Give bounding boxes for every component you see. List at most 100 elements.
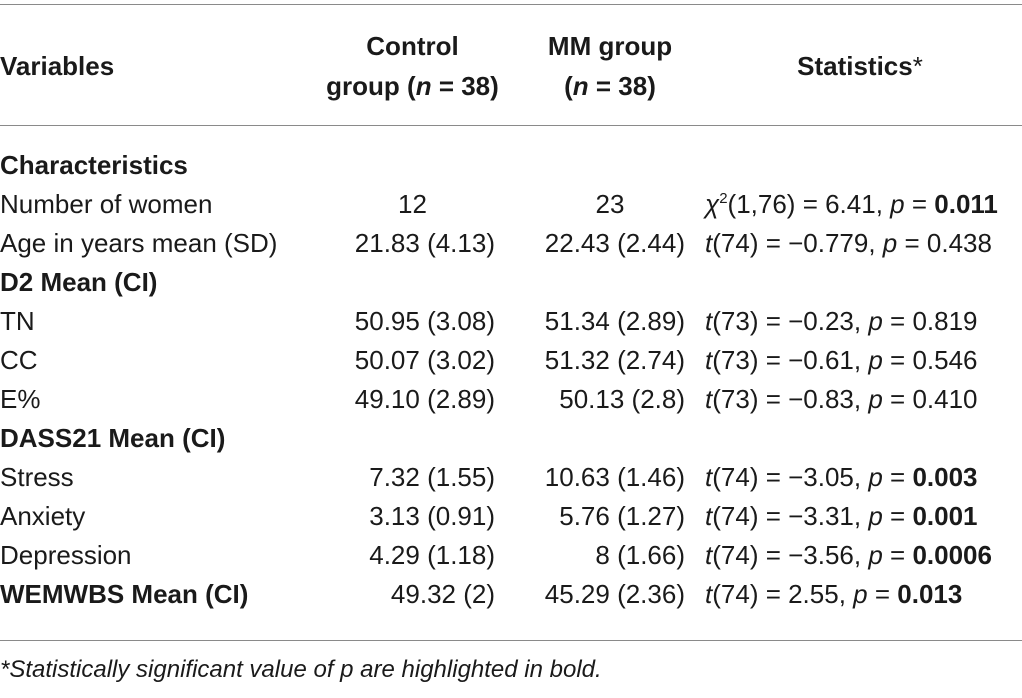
- statistics-value: t(74) = −0.779, p = 0.438: [705, 224, 992, 263]
- row-label: TN: [0, 306, 35, 336]
- mm-value: 8 (1.66): [595, 540, 685, 570]
- table-top-rule: [0, 4, 1022, 5]
- stat-text: (74) = −0.779,: [712, 228, 883, 258]
- p-symbol: p: [868, 540, 883, 570]
- stat-text: (1,76) = 6.41,: [727, 189, 891, 219]
- table-row: E% 49.10 (2.89) 50.13 (2.8) t(73) = −0.83, …: [0, 380, 1022, 419]
- table-body: Characteristics Number of women 12 23 χ2(1,7…: [0, 146, 1022, 614]
- p-value: 0.410: [912, 384, 978, 414]
- control-value: 7.32 (1.55): [369, 462, 495, 492]
- row-label: E%: [0, 384, 41, 414]
- stat-symbol: t: [705, 501, 713, 531]
- section-row: D2 Mean (CI): [0, 263, 1022, 302]
- row-label: Number of women: [0, 189, 213, 219]
- table-row: Age in years mean (SD) 21.83 (4.13) 22.43 …: [0, 224, 1022, 263]
- p-symbol: p: [882, 228, 898, 258]
- p-value: 0.003: [912, 462, 978, 492]
- p-equals: =: [882, 345, 913, 375]
- table-row: TN 50.95 (3.08) 51.34 (2.89) t(73) = −0.23,…: [0, 302, 1022, 341]
- stat-text: (74) = 2.55,: [712, 579, 854, 609]
- stat-symbol: χ: [705, 189, 720, 219]
- p-symbol: p: [868, 501, 883, 531]
- p-equals: =: [882, 462, 913, 492]
- stat-symbol: t: [705, 306, 713, 336]
- p-equals: =: [882, 306, 913, 336]
- statistics-value: t(74) = −3.05, p = 0.003: [705, 458, 978, 497]
- mm-value: 50.13 (2.8): [559, 384, 685, 414]
- stat-superscript: 2: [719, 190, 728, 207]
- stat-text: (73) = −0.83,: [712, 384, 869, 414]
- control-value: 49.32 (2): [390, 579, 495, 609]
- stat-symbol: t: [705, 579, 713, 609]
- stat-text: (73) = −0.23,: [712, 306, 869, 336]
- table-row: Number of women 12 23 χ2(1,76) = 6.41, p = …: [0, 185, 1022, 224]
- statistics-value: t(73) = −0.83, p = 0.410: [705, 380, 978, 419]
- section-label: DASS21 Mean (CI): [0, 423, 226, 453]
- p-value: 0.438: [926, 228, 992, 258]
- stat-symbol: t: [705, 462, 713, 492]
- p-equals: =: [867, 579, 898, 609]
- header-mm-group: MM group (n = 38): [547, 31, 673, 101]
- p-symbol: p: [868, 306, 883, 336]
- mm-value: 23: [595, 189, 625, 219]
- control-value: 50.07 (3.02): [354, 345, 495, 375]
- p-symbol: p: [868, 384, 883, 414]
- table-row: CC 50.07 (3.02) 51.32 (2.74) t(73) = −0.61,…: [0, 341, 1022, 380]
- control-value: 50.95 (3.08): [354, 306, 495, 336]
- mm-value: 51.32 (2.74): [544, 345, 685, 375]
- p-equals: =: [904, 189, 935, 219]
- p-value: 0.011: [934, 189, 998, 219]
- section-row: DASS21 Mean (CI): [0, 419, 1022, 458]
- control-value: 21.83 (4.13): [354, 228, 495, 258]
- header-control-group: Control group (n = 38): [326, 31, 499, 101]
- mm-value: 45.29 (2.36): [544, 579, 685, 609]
- p-equals: =: [897, 228, 927, 258]
- p-equals: =: [882, 501, 913, 531]
- mm-value: 22.43 (2.44): [544, 228, 685, 258]
- stat-symbol: t: [705, 384, 713, 414]
- stat-symbol: t: [705, 228, 713, 258]
- statistics-value: χ2(1,76) = 6.41, p = 0.011: [705, 185, 998, 224]
- p-equals: =: [882, 384, 913, 414]
- mm-value: 5.76 (1.27): [559, 501, 685, 531]
- statistics-value: t(74) = 2.55, p = 0.013: [705, 575, 962, 614]
- row-label: Stress: [0, 462, 74, 492]
- stat-symbol: t: [705, 345, 713, 375]
- table-header-rule: [0, 125, 1022, 126]
- section-label: WEMWBS Mean (CI): [0, 579, 249, 609]
- table-row: Depression 4.29 (1.18) 8 (1.66) t(74) = −3.…: [0, 536, 1022, 575]
- table-bottom-rule: [0, 640, 1022, 641]
- p-value: 0.0006: [912, 540, 992, 570]
- header-statistics: Statistics*: [797, 51, 923, 81]
- p-symbol: p: [853, 579, 868, 609]
- section-row: WEMWBS Mean (CI) 49.32 (2) 45.29 (2.36) t(7…: [0, 575, 1022, 614]
- mm-value: 51.34 (2.89): [544, 306, 685, 336]
- control-value: 4.29 (1.18): [369, 540, 495, 570]
- section-row: Characteristics: [0, 146, 1022, 185]
- header-variables: Variables: [0, 51, 115, 81]
- stat-text: (74) = −3.56,: [712, 540, 869, 570]
- statistics-value: t(74) = −3.31, p = 0.001: [705, 497, 978, 536]
- table-footnote: *Statistically significant value of p ar…: [0, 656, 602, 683]
- mm-value: 10.63 (1.46): [544, 462, 685, 492]
- stat-symbol: t: [705, 540, 713, 570]
- p-value: 0.013: [897, 579, 963, 609]
- control-value: 49.10 (2.89): [354, 384, 495, 414]
- row-label: CC: [0, 345, 38, 375]
- p-value: 0.546: [912, 345, 978, 375]
- p-symbol: p: [868, 462, 883, 492]
- stat-text: (74) = −3.31,: [712, 501, 869, 531]
- row-label: Anxiety: [0, 501, 86, 531]
- row-label: Age in years mean (SD): [0, 228, 278, 258]
- statistics-value: t(73) = −0.23, p = 0.819: [705, 302, 978, 341]
- section-label: D2 Mean (CI): [0, 267, 158, 297]
- p-value: 0.001: [912, 501, 978, 531]
- p-symbol: p: [890, 189, 905, 219]
- control-value: 12: [398, 189, 427, 219]
- table-row: Stress 7.32 (1.55) 10.63 (1.46) t(74) = −3.…: [0, 458, 1022, 497]
- statistics-value: t(73) = −0.61, p = 0.546: [705, 341, 978, 380]
- p-value: 0.819: [912, 306, 978, 336]
- stat-text: (73) = −0.61,: [712, 345, 869, 375]
- control-value: 3.13 (0.91): [369, 501, 495, 531]
- stat-text: (74) = −3.05,: [712, 462, 869, 492]
